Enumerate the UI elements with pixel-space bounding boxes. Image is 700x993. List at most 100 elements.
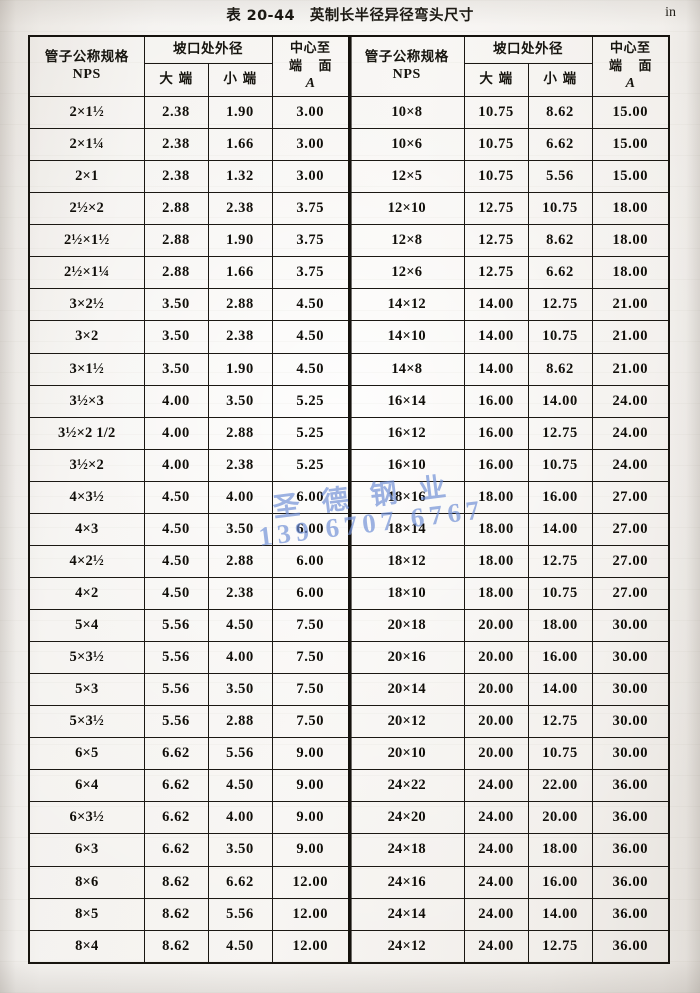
- cell-left-small: 2.88: [207, 288, 273, 322]
- cell-left-big: 2.88: [143, 224, 209, 258]
- cell-left-a: 4.50: [271, 320, 350, 354]
- cell-left-a: 9.00: [271, 737, 350, 771]
- cell-right-a: 21.00: [591, 288, 670, 322]
- cell-right-big: 10.75: [463, 95, 529, 130]
- header-nps-left-line1: 管子公称规格: [44, 48, 129, 65]
- cell-left-big: 4.50: [143, 576, 209, 611]
- cell-right-big: 10.75: [463, 160, 529, 194]
- cell-left-nps: 2½×1¼: [28, 256, 145, 290]
- header-ctf-left-line3: A: [305, 76, 315, 92]
- cell-left-nps: 6×3½: [28, 801, 145, 835]
- cell-right-small: 14.00: [527, 673, 593, 707]
- cell-left-nps: 5×3½: [28, 705, 145, 739]
- cell-left-big: 8.62: [143, 865, 209, 899]
- cell-right-big: 16.00: [463, 416, 529, 450]
- cell-right-small: 12.75: [527, 288, 593, 322]
- cell-left-a: 5.25: [271, 384, 350, 418]
- cell-left-small: 2.38: [207, 448, 273, 482]
- cell-right-nps: 20×18: [348, 608, 465, 643]
- cell-right-a: 18.00: [591, 192, 670, 226]
- table-row: 4×2½ 4.50 2.88 6.00 18×12 18.00 12.75 27.00: [28, 544, 670, 578]
- cell-right-big: 14.00: [463, 288, 529, 322]
- cell-right-small: 16.00: [527, 865, 593, 899]
- cell-left-nps: 4×2: [28, 576, 145, 611]
- cell-left-nps: 4×2½: [28, 544, 145, 578]
- document-header: 表 20-44 英制长半径异径弯头尺寸 in: [0, 4, 700, 26]
- cell-right-small: 10.75: [527, 576, 593, 611]
- cell-left-big: 4.00: [143, 448, 209, 482]
- table-row: 2×1 2.38 1.32 3.00 12×5 10.75 5.56 15.00: [28, 160, 670, 194]
- cell-right-nps: 10×6: [348, 128, 465, 162]
- cell-right-big: 24.00: [463, 865, 529, 899]
- header-small-end-left: 小 端: [207, 63, 273, 97]
- header-nps-right-line2: NPS: [392, 67, 421, 83]
- cell-right-small: 8.62: [527, 224, 593, 258]
- cell-left-small: 3.50: [207, 673, 273, 707]
- cell-right-a: 24.00: [591, 416, 670, 450]
- cell-right-nps: 20×12: [348, 705, 465, 739]
- cell-right-nps: 16×10: [348, 448, 465, 482]
- table-row: 3×1½ 3.50 1.90 4.50 14×8 14.00 8.62 21.00: [28, 352, 670, 386]
- table-row: 3½×2 4.00 2.38 5.25 16×10 16.00 10.75 24.00: [28, 448, 670, 482]
- cell-right-big: 12.75: [463, 192, 529, 226]
- header-bevel-od-left: 坡口处外径: [143, 35, 273, 64]
- cell-right-nps: 18×16: [348, 480, 465, 514]
- cell-left-big: 6.62: [143, 769, 209, 803]
- table-row: 3×2 3.50 2.38 4.50 14×10 14.00 10.75 21.00: [28, 320, 670, 354]
- cell-right-nps: 12×5: [348, 160, 465, 194]
- cell-right-a: 30.00: [591, 608, 670, 643]
- cell-right-nps: 20×16: [348, 641, 465, 675]
- cell-left-nps: 6×5: [28, 737, 145, 771]
- cell-right-a: 15.00: [591, 128, 670, 162]
- cell-right-nps: 24×18: [348, 833, 465, 867]
- cell-right-a: 27.00: [591, 480, 670, 514]
- cell-right-a: 27.00: [591, 544, 670, 578]
- cell-left-big: 4.00: [143, 416, 209, 450]
- cell-left-a: 3.00: [271, 128, 350, 162]
- cell-right-a: 24.00: [591, 448, 670, 482]
- cell-right-big: 16.00: [463, 384, 529, 418]
- cell-left-small: 4.00: [207, 480, 273, 514]
- table-row: 4×3 4.50 3.50 6.00 18×14 18.00 14.00 27.00: [28, 512, 670, 546]
- cell-left-small: 2.38: [207, 320, 273, 354]
- cell-right-big: 16.00: [463, 448, 529, 482]
- header-bevel-od-right: 坡口处外径: [463, 35, 593, 64]
- cell-left-big: 4.50: [143, 512, 209, 546]
- cell-right-small: 6.62: [527, 256, 593, 290]
- cell-left-a: 5.25: [271, 416, 350, 450]
- cell-left-a: 12.00: [271, 865, 350, 899]
- table-row: 4×3½ 4.50 4.00 6.00 18×16 18.00 16.00 27.00: [28, 480, 670, 514]
- table-row: 3×2½ 3.50 2.88 4.50 14×12 14.00 12.75 21.00: [28, 288, 670, 322]
- cell-left-small: 2.88: [207, 705, 273, 739]
- cell-left-nps: 3½×2 1/2: [28, 416, 145, 450]
- cell-left-small: 4.50: [207, 608, 273, 643]
- cell-right-big: 18.00: [463, 480, 529, 514]
- cell-left-small: 4.00: [207, 801, 273, 835]
- elbow-dimensions-table: 管子公称规格 NPS 坡口处外径 中心至 端 面 A 管子公称规格 NPS 坡口: [28, 35, 670, 964]
- cell-right-nps: 16×12: [348, 416, 465, 450]
- cell-left-a: 4.50: [271, 288, 350, 322]
- cell-left-nps: 3×2: [28, 320, 145, 354]
- cell-right-a: 30.00: [591, 705, 670, 739]
- cell-right-big: 18.00: [463, 512, 529, 546]
- cell-left-big: 8.62: [143, 897, 209, 931]
- table-row: 5×3 5.56 3.50 7.50 20×14 20.00 14.00 30.00: [28, 673, 670, 707]
- cell-right-a: 21.00: [591, 352, 670, 386]
- cell-right-small: 12.75: [527, 416, 593, 450]
- cell-right-big: 12.75: [463, 224, 529, 258]
- cell-right-a: 36.00: [591, 769, 670, 803]
- table-row: 3½×2 1/2 4.00 2.88 5.25 16×12 16.00 12.75 24.00: [28, 416, 670, 450]
- table-row: 3½×3 4.00 3.50 5.25 16×14 16.00 14.00 24.00: [28, 384, 670, 418]
- cell-left-nps: 5×3: [28, 673, 145, 707]
- header-nps-right: 管子公称规格 NPS: [348, 35, 465, 97]
- table-row: 6×3 6.62 3.50 9.00 24×18 24.00 18.00 36.00: [28, 833, 670, 867]
- cell-left-a: 9.00: [271, 801, 350, 835]
- cell-left-a: 3.75: [271, 224, 350, 258]
- header-ctf-left-line2: 端 面: [288, 58, 338, 74]
- cell-left-big: 6.62: [143, 801, 209, 835]
- table-row: 8×4 8.62 4.50 12.00 24×12 24.00 12.75 36.00: [28, 929, 670, 963]
- cell-right-a: 36.00: [591, 833, 670, 867]
- cell-right-nps: 24×12: [348, 929, 465, 963]
- cell-right-a: 36.00: [591, 929, 670, 963]
- cell-right-small: 12.75: [527, 705, 593, 739]
